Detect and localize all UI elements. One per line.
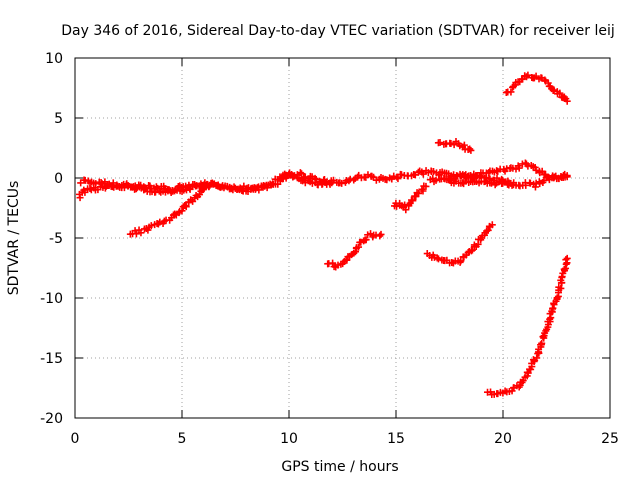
- data-point: [433, 254, 441, 262]
- data-point: [484, 226, 492, 234]
- data-point: [488, 221, 496, 229]
- x-tick-label: 10: [280, 431, 298, 447]
- data-point: [269, 180, 277, 188]
- data-point: [195, 191, 203, 199]
- series-track-3: [126, 180, 214, 238]
- x-tick-label: 0: [71, 431, 80, 447]
- series-track-11: [484, 254, 571, 399]
- data-point: [522, 181, 530, 189]
- chart-title: Day 346 of 2016, Sidereal Day-to-day VTE…: [61, 23, 615, 39]
- data-point: [192, 192, 200, 200]
- data-point: [524, 71, 532, 79]
- data-point: [329, 259, 337, 267]
- data-point: [563, 172, 571, 180]
- data-point: [447, 139, 455, 147]
- y-tick-label: 5: [54, 111, 63, 127]
- data-point: [328, 179, 336, 187]
- data-point: [432, 176, 440, 184]
- grid: [75, 58, 610, 418]
- data-point: [290, 172, 298, 180]
- data-point: [402, 206, 410, 214]
- data-point: [393, 173, 401, 181]
- y-axis-label: SDTVAR / TECUs: [6, 181, 22, 296]
- data-point: [533, 354, 541, 362]
- data-point: [507, 88, 515, 96]
- data-point: [147, 222, 155, 230]
- data-point: [524, 369, 532, 377]
- data-point: [562, 256, 570, 264]
- data-point: [563, 97, 571, 105]
- x-axis-label: GPS time / hours: [281, 459, 398, 475]
- data-point: [298, 170, 306, 178]
- data-point: [343, 256, 351, 264]
- data-point: [182, 203, 190, 211]
- data-point: [394, 175, 402, 183]
- data-point: [300, 175, 308, 183]
- data-point: [415, 189, 423, 197]
- data-point: [258, 182, 266, 190]
- data-point: [137, 229, 145, 237]
- data-series: [75, 71, 571, 399]
- data-point: [178, 207, 186, 215]
- y-tick-label: -10: [40, 291, 63, 307]
- data-point: [539, 333, 547, 341]
- axis-ticks: 0 5 10 15 20 25 10 5 0 -5 -10 -15 -20: [40, 51, 619, 447]
- data-point: [549, 304, 557, 312]
- data-point: [434, 255, 442, 263]
- data-point: [352, 248, 360, 256]
- data-point: [362, 236, 370, 244]
- data-point: [338, 179, 346, 187]
- series-track-10: [502, 71, 571, 105]
- data-point: [409, 197, 417, 205]
- x-tick-label: 5: [178, 431, 187, 447]
- data-point: [556, 89, 564, 97]
- y-tick-label: -20: [40, 411, 63, 427]
- series-track-4: [324, 230, 385, 271]
- data-point: [81, 188, 89, 196]
- data-point: [436, 139, 444, 147]
- series-track-5: [391, 182, 430, 214]
- series-track-7: [434, 138, 475, 154]
- data-point: [457, 257, 465, 265]
- data-point: [467, 247, 475, 255]
- y-tick-label: -5: [49, 231, 63, 247]
- x-tick-label: 20: [494, 431, 512, 447]
- data-point: [376, 232, 384, 240]
- data-point: [553, 294, 561, 302]
- y-tick-label: 0: [54, 171, 63, 187]
- data-point: [545, 176, 553, 184]
- series-track-9: [446, 170, 571, 191]
- x-tick-label: 25: [601, 431, 619, 447]
- data-point: [422, 182, 430, 190]
- data-point: [390, 172, 398, 180]
- data-point: [419, 187, 427, 195]
- data-point: [467, 146, 475, 154]
- data-point: [538, 339, 546, 347]
- data-point: [536, 180, 544, 188]
- data-point: [532, 166, 540, 174]
- data-point: [206, 181, 214, 189]
- y-tick-label: 10: [45, 51, 63, 67]
- data-point: [156, 218, 164, 226]
- data-point: [296, 169, 304, 177]
- data-point: [132, 230, 140, 238]
- x-tick-label: 15: [387, 431, 405, 447]
- data-point: [233, 185, 241, 193]
- data-point: [515, 164, 523, 172]
- data-point: [563, 254, 571, 262]
- series-track-6: [423, 221, 496, 267]
- data-point: [466, 145, 474, 153]
- series-track-2: [77, 169, 336, 197]
- data-point: [189, 197, 197, 205]
- data-point: [355, 243, 363, 251]
- y-tick-label: -15: [40, 351, 63, 367]
- data-point: [377, 230, 385, 238]
- data-point: [267, 181, 275, 189]
